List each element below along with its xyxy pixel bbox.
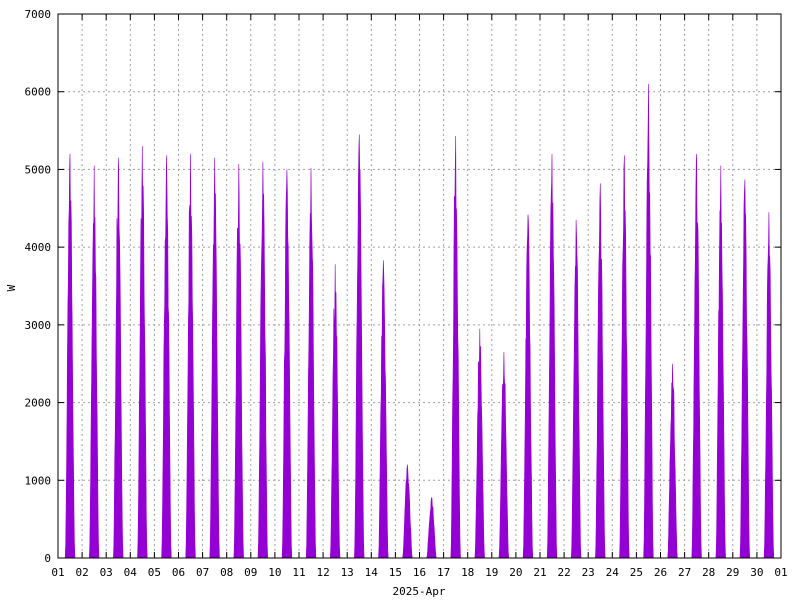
day-peak-23 <box>595 183 606 559</box>
x-tick-label: 09 <box>244 566 257 579</box>
day-peak-08 <box>233 163 244 559</box>
x-tick-label: 14 <box>365 566 379 579</box>
day-peak-28 <box>715 165 726 559</box>
x-tick-label: 23 <box>582 566 595 579</box>
day-peak-06 <box>185 153 196 559</box>
x-tick-label: 05 <box>148 566 161 579</box>
ticks: 0 1000 2000 3000 4000 5000 6000 7000 01 02 03 04 05 0… <box>25 8 788 579</box>
day-peak-03 <box>113 157 124 559</box>
grid <box>58 14 781 558</box>
day-peak-20 <box>522 214 534 559</box>
y-tick-label: 5000 <box>25 163 52 176</box>
x-tick-label: 30 <box>750 566 763 579</box>
day-peak-09 <box>257 161 269 559</box>
y-axis-label: W <box>5 284 18 291</box>
x-tick-label: 07 <box>196 566 209 579</box>
x-tick-label: 24 <box>606 566 620 579</box>
x-tick-label: 11 <box>292 566 305 579</box>
day-peak-17 <box>450 135 461 559</box>
x-tick-label: 21 <box>533 566 546 579</box>
day-peak-22 <box>570 219 582 559</box>
day-peak-05 <box>161 155 172 559</box>
day-peak-02 <box>88 165 100 559</box>
x-tick-label: 26 <box>654 566 667 579</box>
day-peak-15 <box>402 464 413 559</box>
x-tick-label: 25 <box>630 566 643 579</box>
x-tick-label: 27 <box>678 566 691 579</box>
day-peak-26 <box>667 363 678 559</box>
day-peak-29 <box>739 179 751 559</box>
y-tick-label: 1000 <box>25 474 52 487</box>
series-power <box>64 83 775 559</box>
day-peak-21 <box>546 153 558 559</box>
y-tick-label: 4000 <box>25 241 52 254</box>
y-tick-label: 3000 <box>25 319 52 332</box>
x-tick-label: 17 <box>437 566 450 579</box>
x-tick-label: 01 <box>51 566 64 579</box>
day-peak-07 <box>209 157 220 559</box>
x-tick-label: 10 <box>268 566 281 579</box>
day-peak-30 <box>763 212 775 559</box>
x-tick-label: 18 <box>461 566 474 579</box>
x-axis-label: 2025-Apr <box>393 585 446 598</box>
x-tick-label: 12 <box>316 566 329 579</box>
day-peak-12 <box>329 264 341 559</box>
day-peak-27 <box>691 153 702 559</box>
y-tick-label: 0 <box>44 552 51 565</box>
y-tick-label: 6000 <box>25 86 52 99</box>
day-peak-19 <box>498 352 510 559</box>
day-peak-10 <box>281 169 293 559</box>
day-peak-14 <box>378 260 389 559</box>
day-peak-18 <box>474 328 485 559</box>
x-tick-label: 01 <box>774 566 787 579</box>
x-tick-label: 28 <box>702 566 715 579</box>
day-peak-25 <box>643 83 654 559</box>
x-tick-label: 20 <box>509 566 522 579</box>
x-tick-label: 29 <box>726 566 739 579</box>
x-tick-label: 19 <box>485 566 498 579</box>
x-tick-label: 22 <box>557 566 570 579</box>
day-peak-11 <box>305 167 317 559</box>
x-tick-label: 03 <box>100 566 113 579</box>
day-peak-01 <box>64 153 76 559</box>
y-tick-label: 2000 <box>25 397 52 410</box>
day-peak-16 <box>426 497 437 559</box>
x-tick-label: 16 <box>413 566 426 579</box>
day-peak-13 <box>354 134 365 559</box>
y-tick-label: 7000 <box>25 8 52 21</box>
x-tick-label: 04 <box>124 566 138 579</box>
x-tick-label: 08 <box>220 566 233 579</box>
x-tick-label: 02 <box>75 566 88 579</box>
day-peak-24 <box>619 155 630 559</box>
x-tick-label: 06 <box>172 566 185 579</box>
day-peak-04 <box>137 146 148 559</box>
x-tick-label: 15 <box>389 566 402 579</box>
x-tick-label: 13 <box>341 566 354 579</box>
